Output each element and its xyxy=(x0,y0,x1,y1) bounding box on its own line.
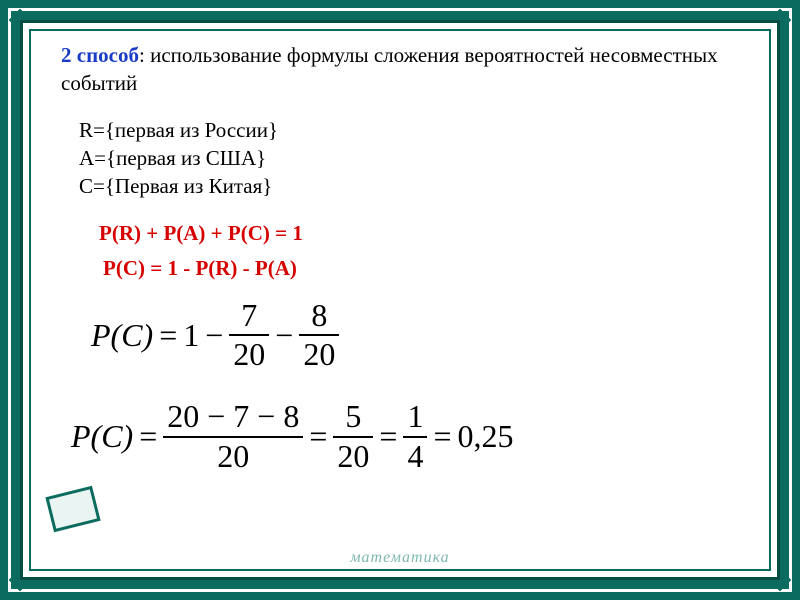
mid-frame: 2 способ: использование формулы сложения… xyxy=(20,20,780,580)
minus-icon: − xyxy=(205,317,223,354)
formula-step1: P(C) = 1 − 7 20 − 8 20 xyxy=(91,299,739,372)
formula-step2: P(C) = 20 − 7 − 8 20 = 5 20 = 1 4 xyxy=(71,400,739,473)
f1-one: 1 xyxy=(183,317,199,354)
f2-eq: = xyxy=(379,418,397,455)
slide-content: 2 способ: использование формулы сложения… xyxy=(61,41,739,473)
f2-eq: = xyxy=(139,418,157,455)
frac-num: 20 − 7 − 8 xyxy=(163,400,303,434)
fraction-1-4: 1 4 xyxy=(403,400,427,473)
slide-title: 2 способ: использование формулы сложения… xyxy=(61,41,739,98)
frac-den: 4 xyxy=(403,440,427,474)
def-r: R={первая из России} xyxy=(79,116,739,144)
f2-lhs: P(C) xyxy=(71,418,133,455)
frac-num: 1 xyxy=(403,400,427,434)
f2-eq: = xyxy=(309,418,327,455)
def-a: A={первая из США} xyxy=(79,144,739,172)
frac-num: 5 xyxy=(341,400,365,434)
inner-frame: 2 способ: использование формулы сложения… xyxy=(29,29,771,571)
frac-num: 8 xyxy=(307,299,331,333)
f1-lhs: P(C) xyxy=(91,317,153,354)
fraction-7-20: 7 20 xyxy=(229,299,269,372)
fraction-5-20: 5 20 xyxy=(333,400,373,473)
event-definitions: R={первая из России} A={первая из США} C… xyxy=(79,116,739,201)
fraction-8-20: 8 20 xyxy=(299,299,339,372)
decorative-square-icon xyxy=(45,486,100,533)
equation-sum: P(R) + P(A) + P(C) = 1 xyxy=(99,221,739,246)
title-rest: : использование формулы сложения вероятн… xyxy=(61,43,718,95)
frac-den: 20 xyxy=(333,440,373,474)
frac-num: 7 xyxy=(237,299,261,333)
frac-den: 20 xyxy=(213,440,253,474)
def-c: C={Первая из Китая} xyxy=(79,172,739,200)
watermark-text: математика xyxy=(31,549,769,567)
frac-den: 20 xyxy=(229,338,269,372)
f2-eq: = xyxy=(433,418,451,455)
f1-eq: = xyxy=(159,317,177,354)
minus-icon: − xyxy=(275,317,293,354)
frac-den: 20 xyxy=(299,338,339,372)
fraction-diff-20: 20 − 7 − 8 20 xyxy=(163,400,303,473)
title-prefix: 2 способ xyxy=(61,43,139,67)
equation-pc: P(C) = 1 - P(R) - P(A) xyxy=(103,256,739,281)
f2-result: 0,25 xyxy=(457,418,513,455)
